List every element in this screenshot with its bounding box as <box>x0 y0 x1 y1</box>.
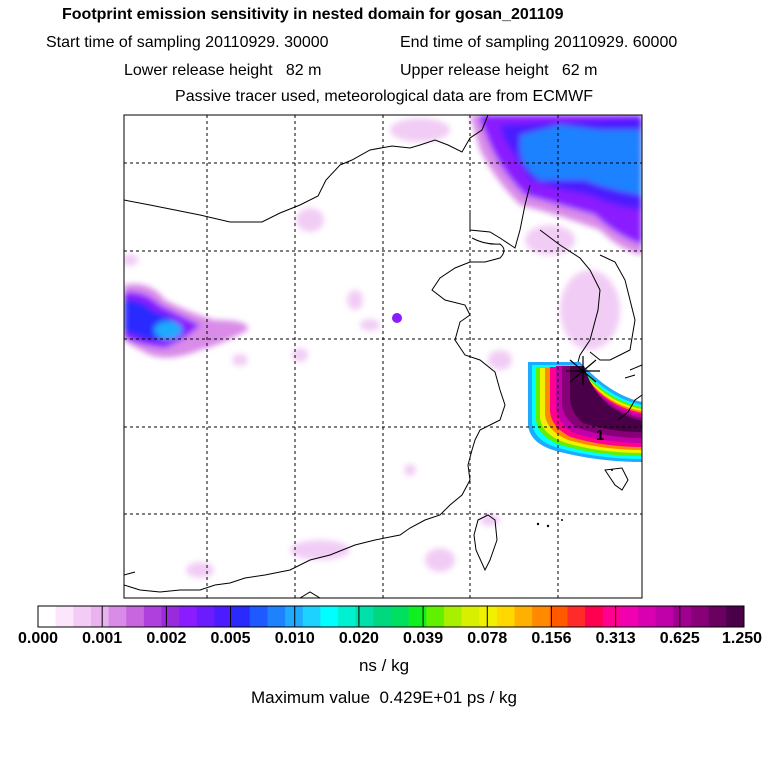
colorbar-tick-label: 0.078 <box>467 630 508 647</box>
colorbar-swatch <box>90 606 110 627</box>
west-patch <box>124 284 249 358</box>
colorbar-swatch <box>620 606 639 627</box>
colorbar-tick-label: 0.020 <box>338 630 379 647</box>
colorbar-swatch <box>479 606 498 627</box>
colorbar-swatch <box>549 606 568 627</box>
colorbar-tick-label: 0.156 <box>531 630 572 647</box>
colorbar-swatch <box>496 606 516 627</box>
colorbar-swatch <box>673 606 692 627</box>
trajectory-label: 1 <box>596 427 604 444</box>
colorbar-tick-label: 0.001 <box>82 630 123 647</box>
low-sensitivity-patches <box>124 118 620 578</box>
islands <box>536 469 613 528</box>
colorbar-swatch <box>55 606 74 627</box>
colorbar-swatch <box>408 606 427 627</box>
graticule <box>124 115 642 598</box>
colorbar-swatch <box>126 606 145 627</box>
colorbar-tick-label: 0.625 <box>659 630 700 647</box>
colorbar-tick-label: 0.010 <box>274 630 315 647</box>
upper-release-text: Upper release height 62 m <box>400 62 598 79</box>
colorbar-swatch <box>691 606 710 627</box>
colorbar-swatch <box>655 606 674 627</box>
point-patch <box>392 313 402 323</box>
colorbar-tick-label: 0.313 <box>595 630 636 647</box>
map-frame <box>123 114 643 599</box>
sensitivity-field: 1 <box>124 115 642 598</box>
colorbar-swatch <box>108 606 127 627</box>
start-sampling-text: Start time of sampling 20110929. 30000 <box>46 34 329 51</box>
colorbar-tick-label: 0.039 <box>403 630 444 647</box>
colorbar-swatch <box>73 606 92 627</box>
colorbar-swatch <box>267 606 286 627</box>
release-point-marker <box>566 356 600 386</box>
plot-title: Footprint emission sensitivity in nested… <box>62 6 564 23</box>
colorbar-swatch <box>426 606 445 627</box>
colorbar-swatch <box>38 606 57 627</box>
colorbar-tick-label: 0.000 <box>17 630 59 647</box>
colorbar-swatch <box>355 606 374 627</box>
colorbar-units: ns / kg <box>358 656 410 675</box>
colorbar-swatch <box>161 606 180 627</box>
colorbar-swatch <box>726 606 745 627</box>
colorbar-swatch <box>214 606 233 627</box>
release-plume <box>528 362 642 462</box>
end-sampling-text: End time of sampling 20110929. 60000 <box>400 34 678 51</box>
colorbar-swatch <box>602 606 621 627</box>
northeast-plume <box>470 115 642 255</box>
colorbar-swatch <box>143 606 163 627</box>
colorbar-swatch <box>249 606 268 627</box>
colorbar-swatch <box>302 606 321 627</box>
colorbar-tick-label: 0.005 <box>210 630 251 647</box>
colorbar-swatch <box>708 606 727 627</box>
max-value-text: Maximum value 0.429E+01 ps / kg <box>251 688 517 707</box>
colorbar-frame <box>37 605 745 628</box>
colorbar-swatch <box>391 606 410 627</box>
colorbar-swatch <box>532 606 551 627</box>
colorbar-tick-label: 0.002 <box>146 630 187 647</box>
colorbar <box>37 606 745 627</box>
colorbar-swatch <box>585 606 604 627</box>
tracer-note-text: Passive tracer used, meteorological data… <box>175 88 593 105</box>
colorbar-swatch <box>461 606 480 627</box>
colorbar-swatch <box>638 606 657 627</box>
colorbar-swatch <box>196 606 215 627</box>
colorbar-swatch <box>232 606 251 627</box>
colorbar-swatch <box>373 606 392 627</box>
colorbar-tick-label: 1.250 <box>721 630 763 647</box>
colorbar-swatch <box>443 606 463 627</box>
colorbar-swatch <box>567 606 586 627</box>
colorbar-swatch <box>285 606 304 627</box>
colorbar-swatch <box>320 606 339 627</box>
colorbar-swatch <box>179 606 198 627</box>
lower-release-text: Lower release height 82 m <box>124 62 322 79</box>
colorbar-swatch <box>338 606 357 627</box>
colorbar-swatch <box>514 606 533 627</box>
